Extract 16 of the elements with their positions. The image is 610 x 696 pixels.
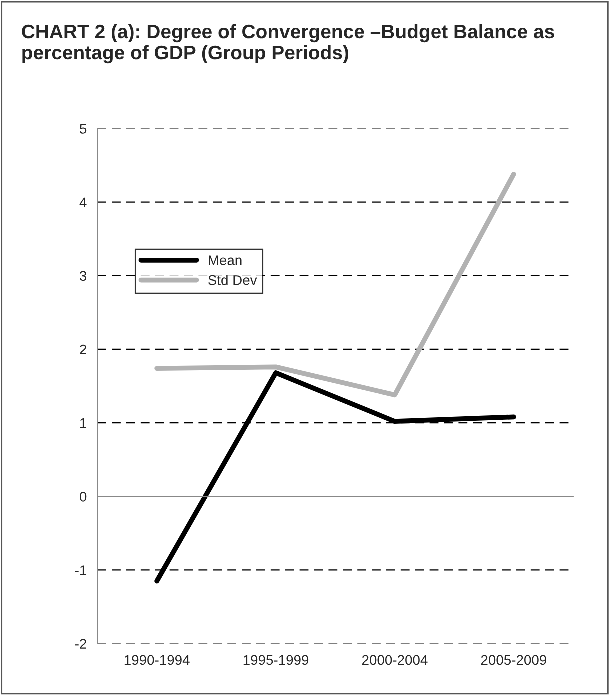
x-tick-label: 1995-1999 [244, 655, 309, 666]
x-tick-label: 2005-2009 [481, 655, 546, 666]
y-tick-label: -1 [75, 566, 87, 576]
legend-label: Std Dev [208, 275, 258, 286]
line-series [154, 172, 516, 398]
legend-label: Mean [209, 256, 242, 266]
y-tick-label: 5 [80, 124, 87, 134]
x-tick-label: 2000-2004 [362, 655, 428, 666]
y-tick-label: 3 [80, 271, 87, 282]
y-tick-label: 0 [80, 492, 87, 502]
x-tick-label: 1990-1994 [124, 655, 190, 666]
chart-title: CHART 2 (a): Degree of Convergence –Budget Balance as percentage of GDP (Group Periods) [22, 24, 554, 64]
y-tick-label: 1 [80, 418, 87, 428]
y-tick-label: -2 [75, 639, 86, 649]
y-tick-label: 2 [80, 344, 86, 355]
y-tick-label: 4 [80, 198, 87, 208]
